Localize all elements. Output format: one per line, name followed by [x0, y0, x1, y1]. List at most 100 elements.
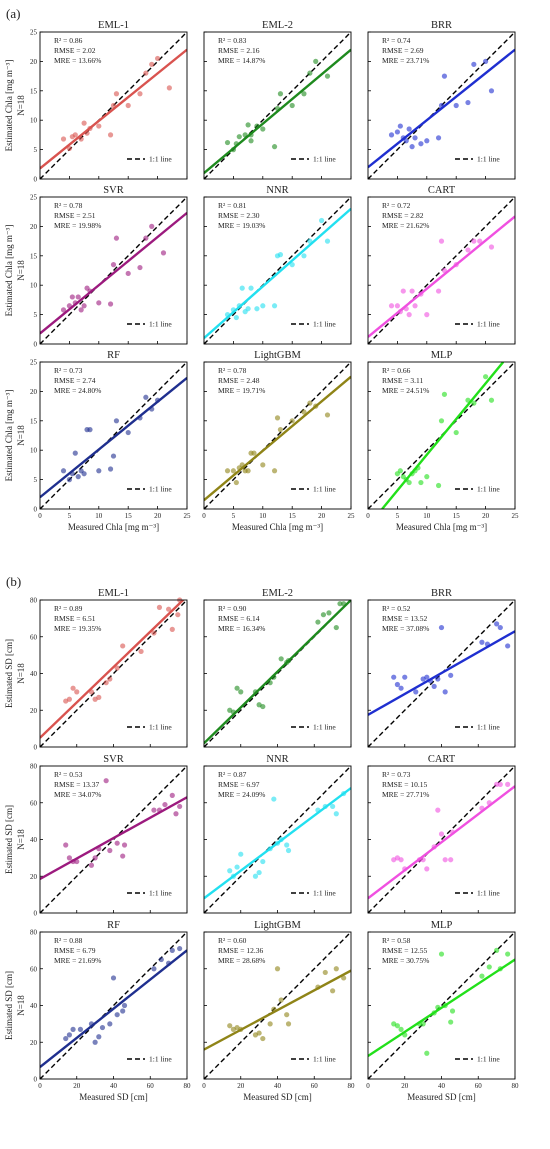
- data-point: [442, 689, 448, 695]
- y-axis-label: Estimated SD [cm]: [4, 639, 14, 708]
- data-point: [120, 643, 126, 649]
- data-point: [162, 801, 168, 808]
- data-point: [441, 391, 448, 397]
- stat-text: R² = 0.83: [218, 36, 247, 45]
- fit-line: [40, 949, 187, 1068]
- data-point: [333, 811, 339, 817]
- data-point: [453, 429, 459, 436]
- y-tick-label: 60: [30, 799, 38, 807]
- data-point: [103, 778, 109, 784]
- data-point: [72, 450, 78, 456]
- x-tick-label: 40: [438, 1082, 446, 1090]
- stat-text: R² = 0.73: [382, 770, 411, 779]
- data-point: [274, 966, 281, 972]
- one-to-one-line: [368, 600, 515, 747]
- data-point: [412, 303, 418, 309]
- x-tick-label: 80: [512, 1082, 520, 1090]
- data-point: [121, 1002, 128, 1009]
- plot-frame: [203, 31, 352, 180]
- fit-line: [204, 600, 351, 745]
- x-tick-label: 15: [125, 512, 133, 520]
- data-point: [324, 412, 331, 418]
- one-to-one-line: [204, 600, 351, 747]
- data-point: [424, 312, 430, 318]
- one-to-one-line: [40, 766, 187, 913]
- data-point: [96, 1034, 102, 1040]
- x-axis-label: Measured SD [cm]: [243, 1092, 311, 1102]
- one-to-one-line: [40, 197, 187, 344]
- x-tick-label: 0: [366, 1082, 370, 1090]
- data-point: [483, 58, 489, 64]
- data-point: [166, 606, 172, 612]
- y-tick-label: 40: [30, 836, 38, 844]
- stat-text: RMSE = 6.79: [54, 946, 96, 955]
- x-tick-label: 20: [237, 1082, 245, 1090]
- data-point: [307, 400, 313, 406]
- data-point: [271, 796, 277, 802]
- data-point: [107, 132, 114, 138]
- one-to-one-line: [204, 362, 351, 509]
- y-tick-label: 15: [30, 87, 38, 95]
- data-point: [110, 975, 117, 981]
- data-point: [230, 468, 236, 474]
- data-point: [120, 853, 126, 859]
- stat-text: MRE = 19.03%: [218, 221, 265, 230]
- data-point: [166, 85, 172, 91]
- data-point: [81, 471, 87, 477]
- data-point: [227, 868, 233, 874]
- data-point: [488, 244, 495, 250]
- data-point: [438, 831, 445, 837]
- data-point: [113, 418, 120, 424]
- data-point: [160, 250, 167, 256]
- data-point: [224, 139, 231, 146]
- stat-text: MRE = 28.68%: [218, 956, 265, 965]
- data-point: [271, 303, 278, 309]
- data-point: [398, 685, 404, 691]
- plot-frame: [367, 196, 516, 345]
- data-point: [238, 689, 244, 695]
- data-point: [301, 409, 307, 415]
- subplot-title: CART: [428, 754, 456, 765]
- data-point: [398, 857, 404, 863]
- stat-text: MRE = 30.75%: [382, 956, 429, 965]
- data-point: [442, 857, 448, 863]
- data-point: [284, 1012, 290, 1018]
- plot-frame: [203, 361, 352, 510]
- plot-frame: [203, 196, 352, 345]
- data-point: [245, 306, 251, 312]
- data-point: [234, 685, 240, 691]
- data-point: [110, 453, 117, 459]
- data-point: [448, 672, 454, 678]
- data-point: [256, 1030, 262, 1036]
- subplot-title: NNR: [266, 185, 288, 196]
- n-label: N=18: [16, 829, 26, 850]
- data-point: [81, 303, 87, 309]
- y-tick-label: 80: [30, 597, 38, 605]
- data-point: [75, 294, 81, 300]
- stat-text: R² = 0.89: [54, 604, 83, 613]
- panel-b-label: (b): [6, 574, 21, 589]
- panel-a-label: (a): [6, 6, 20, 21]
- data-point: [465, 99, 471, 106]
- subplot-title: CART: [428, 185, 456, 196]
- data-point: [403, 138, 409, 144]
- data-point: [388, 303, 395, 309]
- data-point: [397, 468, 403, 474]
- fit-line: [368, 785, 515, 900]
- x-tick-label: 15: [453, 512, 461, 520]
- data-point: [285, 847, 292, 854]
- x-tick-label: 25: [348, 512, 356, 520]
- data-point: [175, 612, 181, 618]
- data-point: [438, 624, 445, 631]
- stat-text: RMSE = 12.55: [382, 946, 428, 955]
- data-point: [87, 427, 93, 433]
- legend-label: 1:1 line: [149, 155, 172, 164]
